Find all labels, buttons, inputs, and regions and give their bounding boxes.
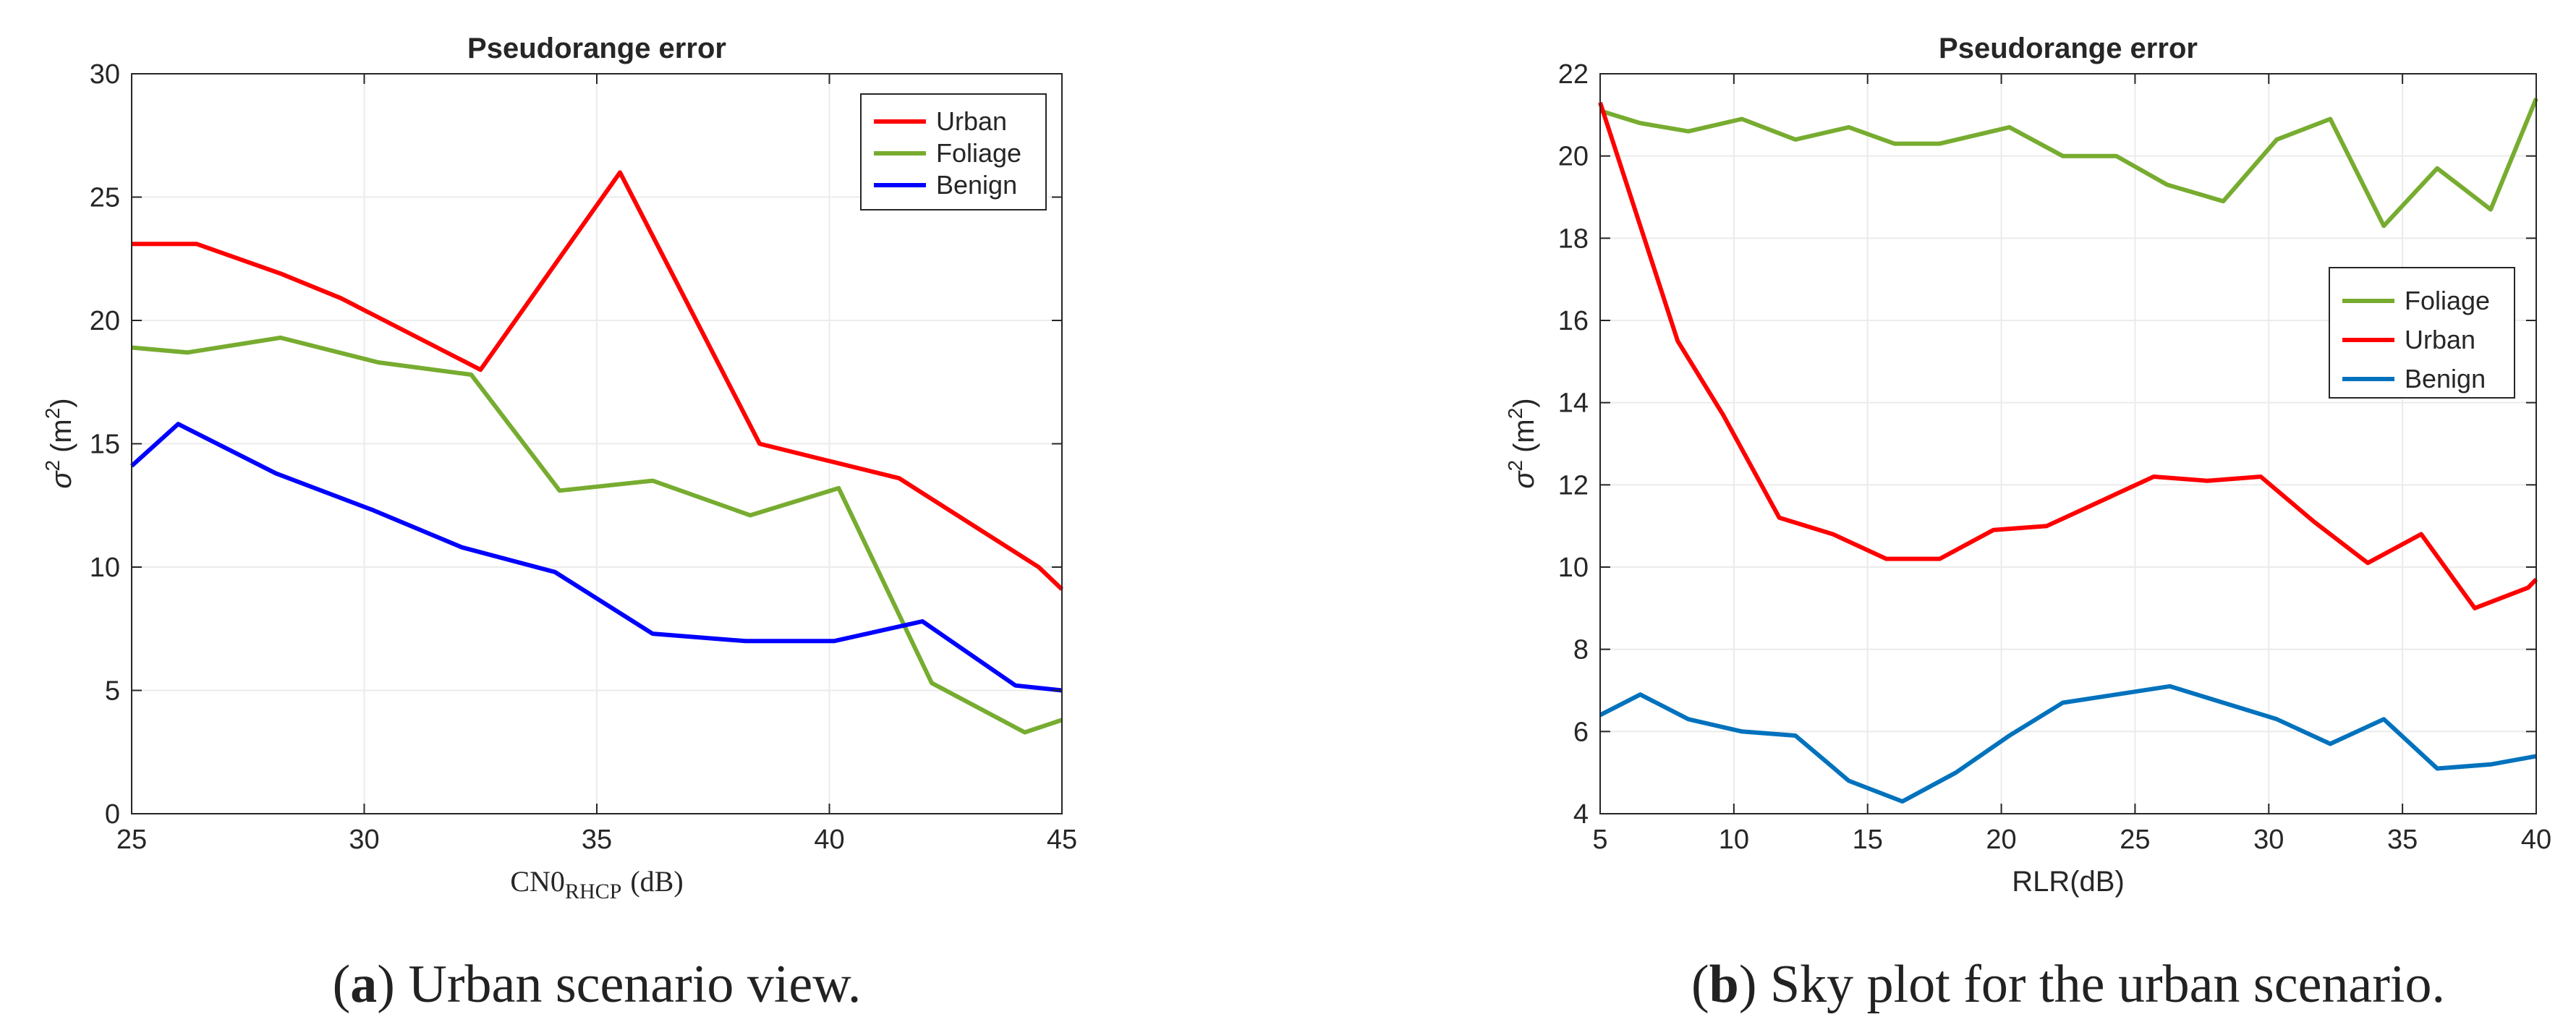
chart-a-title: Pseudorange error bbox=[467, 33, 726, 64]
chart-b-ylabel-unit-close: ) bbox=[1508, 398, 1540, 407]
caption-a-text: Urban scenario view. bbox=[408, 955, 861, 1014]
chart-a-xlabel-unit: (dB) bbox=[630, 865, 683, 898]
chart-b-ylabel-base: σ bbox=[1508, 470, 1540, 489]
chart-a-y-tick-label: 5 bbox=[105, 676, 120, 707]
chart-b-legend-label-benign: Benign bbox=[2405, 364, 2486, 393]
chart-a-y-axis-label: σ2(m2) bbox=[41, 398, 77, 488]
chart-b-legend: Foliage Urban Benign bbox=[2329, 267, 2515, 399]
chart-a-x-tick-label: 45 bbox=[1047, 825, 1077, 855]
caption-a-label: a bbox=[350, 955, 377, 1014]
caption-b-text: Sky plot for the urban scenario. bbox=[1770, 955, 2445, 1014]
chart-b-y-tick-label: 18 bbox=[1558, 224, 1589, 254]
chart-b-legend-label-urban: Urban bbox=[2405, 325, 2475, 354]
chart-b-y-tick-label: 8 bbox=[1573, 635, 1589, 665]
chart-b-series-benign-line bbox=[1599, 684, 2537, 804]
chart-b-ticks: 5 10 15 20 25 30 35 40 4 6 8 10 12 14 16 18 20 22 bbox=[1558, 59, 2551, 855]
chart-b-x-tick-label: 30 bbox=[2253, 825, 2284, 855]
chart-b-series-foliage-line bbox=[1599, 97, 2538, 229]
chart-b-y-tick-label: 20 bbox=[1558, 142, 1589, 172]
chart-a-x-axis-label: CN0RHCP (dB) bbox=[510, 865, 683, 903]
chart-a-x-tick-label: 40 bbox=[814, 825, 844, 855]
chart-b-y-tick-label: 12 bbox=[1558, 470, 1589, 501]
chart-b-y-tick-label: 10 bbox=[1558, 553, 1589, 583]
chart-a-ylabel-exp: 2 bbox=[41, 460, 64, 472]
chart-a-y-tick-label: 0 bbox=[105, 799, 120, 830]
chart-b-ylabel-exp: 2 bbox=[1504, 460, 1526, 472]
chart-a-legend-label-benign: Benign bbox=[936, 170, 1017, 200]
chart-b-ylabel-unit-exp: 2 bbox=[1504, 408, 1526, 420]
chart-b-x-tick-label: 35 bbox=[2387, 825, 2418, 855]
chart-a-y-tick-label: 25 bbox=[90, 183, 120, 213]
chart-b-plot-border bbox=[1599, 73, 2537, 814]
chart-a-x-tick-label: 25 bbox=[116, 825, 147, 855]
chart-a-ylabel-unit-open: (m bbox=[46, 419, 77, 453]
chart-a-series-urban-line bbox=[132, 170, 1064, 591]
chart-a-ticks: 25 30 35 40 45 0 5 10 15 20 25 30 bbox=[90, 59, 1077, 855]
caption-a: (a) Urban scenario view. bbox=[333, 955, 862, 1014]
chart-a-y-tick-label: 20 bbox=[90, 306, 120, 336]
chart-a-xlabel-sub: RHCP bbox=[565, 880, 621, 903]
chart-b-x-tick-label: 10 bbox=[1719, 825, 1749, 855]
chart-b-x-tick-label: 15 bbox=[1853, 825, 1883, 855]
chart-b-y-tick-label: 22 bbox=[1558, 59, 1589, 90]
chart-b-x-tick-label: 40 bbox=[2521, 825, 2551, 855]
chart-a-xlabel-main: CN0 bbox=[510, 865, 565, 898]
chart-a-ylabel-unit-exp: 2 bbox=[41, 408, 64, 420]
chart-a-series-foliage-line bbox=[131, 335, 1063, 735]
chart-a-y-tick-label: 15 bbox=[90, 430, 120, 460]
caption-b: (b) Sky plot for the urban scenario. bbox=[1691, 955, 2445, 1014]
chart-b-y-axis-label: σ2(m2) bbox=[1504, 398, 1540, 488]
chart-a-y-tick-label: 10 bbox=[90, 553, 120, 583]
chart-a-legend-label-urban: Urban bbox=[936, 106, 1007, 136]
chart-a-ylabel-unit-close: ) bbox=[46, 398, 77, 407]
svg-text:σ2(m2): σ2(m2) bbox=[1504, 398, 1540, 488]
chart-a-pseudorange-urban-view: 25 30 35 40 45 0 5 10 15 20 25 30 Pseudorange error… bbox=[41, 33, 1077, 903]
chart-b-y-tick-label: 6 bbox=[1573, 717, 1589, 747]
chart-b-series-urban-line bbox=[1598, 101, 2538, 610]
chart-b-x-tick-label: 25 bbox=[2120, 825, 2150, 855]
svg-text:σ2(m2): σ2(m2) bbox=[41, 398, 77, 488]
chart-b-plot-area bbox=[1600, 74, 2536, 814]
chart-b-legend-label-foliage: Foliage bbox=[2405, 286, 2490, 315]
chart-b-y-tick-label: 16 bbox=[1558, 306, 1589, 336]
chart-a-x-tick-label: 35 bbox=[582, 825, 612, 855]
chart-b-series-lines bbox=[1598, 97, 2538, 804]
chart-b-y-tick-label: 14 bbox=[1558, 388, 1589, 419]
chart-b-x-tick-label: 5 bbox=[1592, 825, 1607, 855]
chart-a-series-benign-line bbox=[129, 422, 1063, 693]
chart-a-y-tick-label: 30 bbox=[90, 59, 120, 90]
chart-b-y-tick-label: 4 bbox=[1573, 799, 1589, 830]
chart-a-x-tick-label: 30 bbox=[349, 825, 379, 855]
chart-b-x-axis-label: RLR(dB) bbox=[2012, 866, 2125, 898]
chart-b-x-tick-label: 20 bbox=[1986, 825, 2016, 855]
chart-b-legend-box bbox=[2329, 267, 2515, 399]
chart-b-title: Pseudorange error bbox=[1939, 33, 2198, 64]
chart-a-legend-label-foliage: Foliage bbox=[936, 138, 1021, 168]
chart-a-ylabel-base: σ bbox=[46, 470, 77, 489]
caption-b-label: b bbox=[1709, 955, 1739, 1014]
chart-b-ylabel-unit-open: (m bbox=[1508, 419, 1540, 453]
chart-a-series-lines bbox=[129, 170, 1064, 735]
